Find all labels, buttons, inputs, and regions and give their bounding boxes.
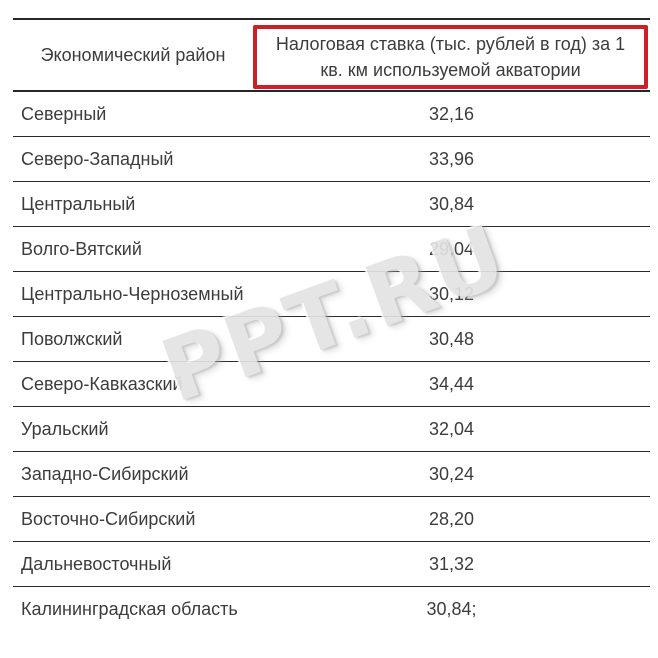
table-row: Калининградская область 30,84;: [13, 587, 650, 632]
rate-cell: 32,04: [253, 406, 650, 452]
region-cell: Северный: [13, 91, 253, 137]
rate-column-header-cell: Налоговая ставка (тыс. рублей в год) за …: [253, 18, 650, 92]
region-cell: Дальневосточный: [13, 541, 253, 587]
table-row: Северо-Западный 33,96: [13, 136, 650, 182]
rate-cell: 31,32: [253, 541, 650, 587]
region-cell: Центральный: [13, 181, 253, 227]
table-row: Северо-Кавказский 34,44: [13, 361, 650, 407]
rate-cell: 33,96: [253, 136, 650, 182]
region-cell: Восточно-Сибирский: [13, 496, 253, 542]
table-body: Северный 32,16 Северо-Западный 33,96 Цен…: [13, 91, 650, 631]
table-row: Волго-Вятский 29,04: [13, 226, 650, 272]
rate-cell: 29,04: [253, 226, 650, 272]
table-row: Поволжский 30,48: [13, 316, 650, 362]
table-row: Западно-Сибирский 30,24: [13, 451, 650, 497]
region-cell: Уральский: [13, 406, 253, 452]
table-header: Экономический район Налоговая ставка (ты…: [13, 18, 650, 92]
rate-column-header: Налоговая ставка (тыс. рублей в год) за …: [275, 34, 626, 80]
region-cell: Западно-Сибирский: [13, 451, 253, 497]
table-row: Центрально-Черноземный 30,12: [13, 271, 650, 317]
region-cell: Волго-Вятский: [13, 226, 253, 272]
region-column-header: Экономический район: [13, 18, 253, 92]
rate-cell: 30,24: [253, 451, 650, 497]
rate-cell: 32,16: [253, 91, 650, 137]
region-cell: Калининградская область: [21, 598, 238, 619]
region-cell: Северо-Кавказский: [13, 361, 253, 407]
table-row: Уральский 32,04: [13, 406, 650, 452]
region-cell: Поволжский: [13, 316, 253, 362]
water-tax-rate-table: Экономический район Налоговая ставка (ты…: [13, 18, 650, 631]
table-row: Дальневосточный 31,32: [13, 541, 650, 587]
header-row: Экономический район Налоговая ставка (ты…: [13, 18, 650, 92]
red-highlight-box: Налоговая ставка (тыс. рублей в год) за …: [253, 25, 648, 89]
table-row: Северный 32,16: [13, 91, 650, 137]
rate-cell: 28,20: [253, 496, 650, 542]
rate-cell: 30,12: [253, 271, 650, 317]
rate-cell: 30,84: [253, 181, 650, 227]
table-row: Центральный 30,84: [13, 181, 650, 227]
rate-cell: 30,84;: [426, 598, 477, 619]
rate-cell: 34,44: [253, 361, 650, 407]
region-cell: Центрально-Черноземный: [13, 271, 253, 317]
table-row: Восточно-Сибирский 28,20: [13, 496, 650, 542]
region-cell: Северо-Западный: [13, 136, 253, 182]
rate-cell: 30,48: [253, 316, 650, 362]
